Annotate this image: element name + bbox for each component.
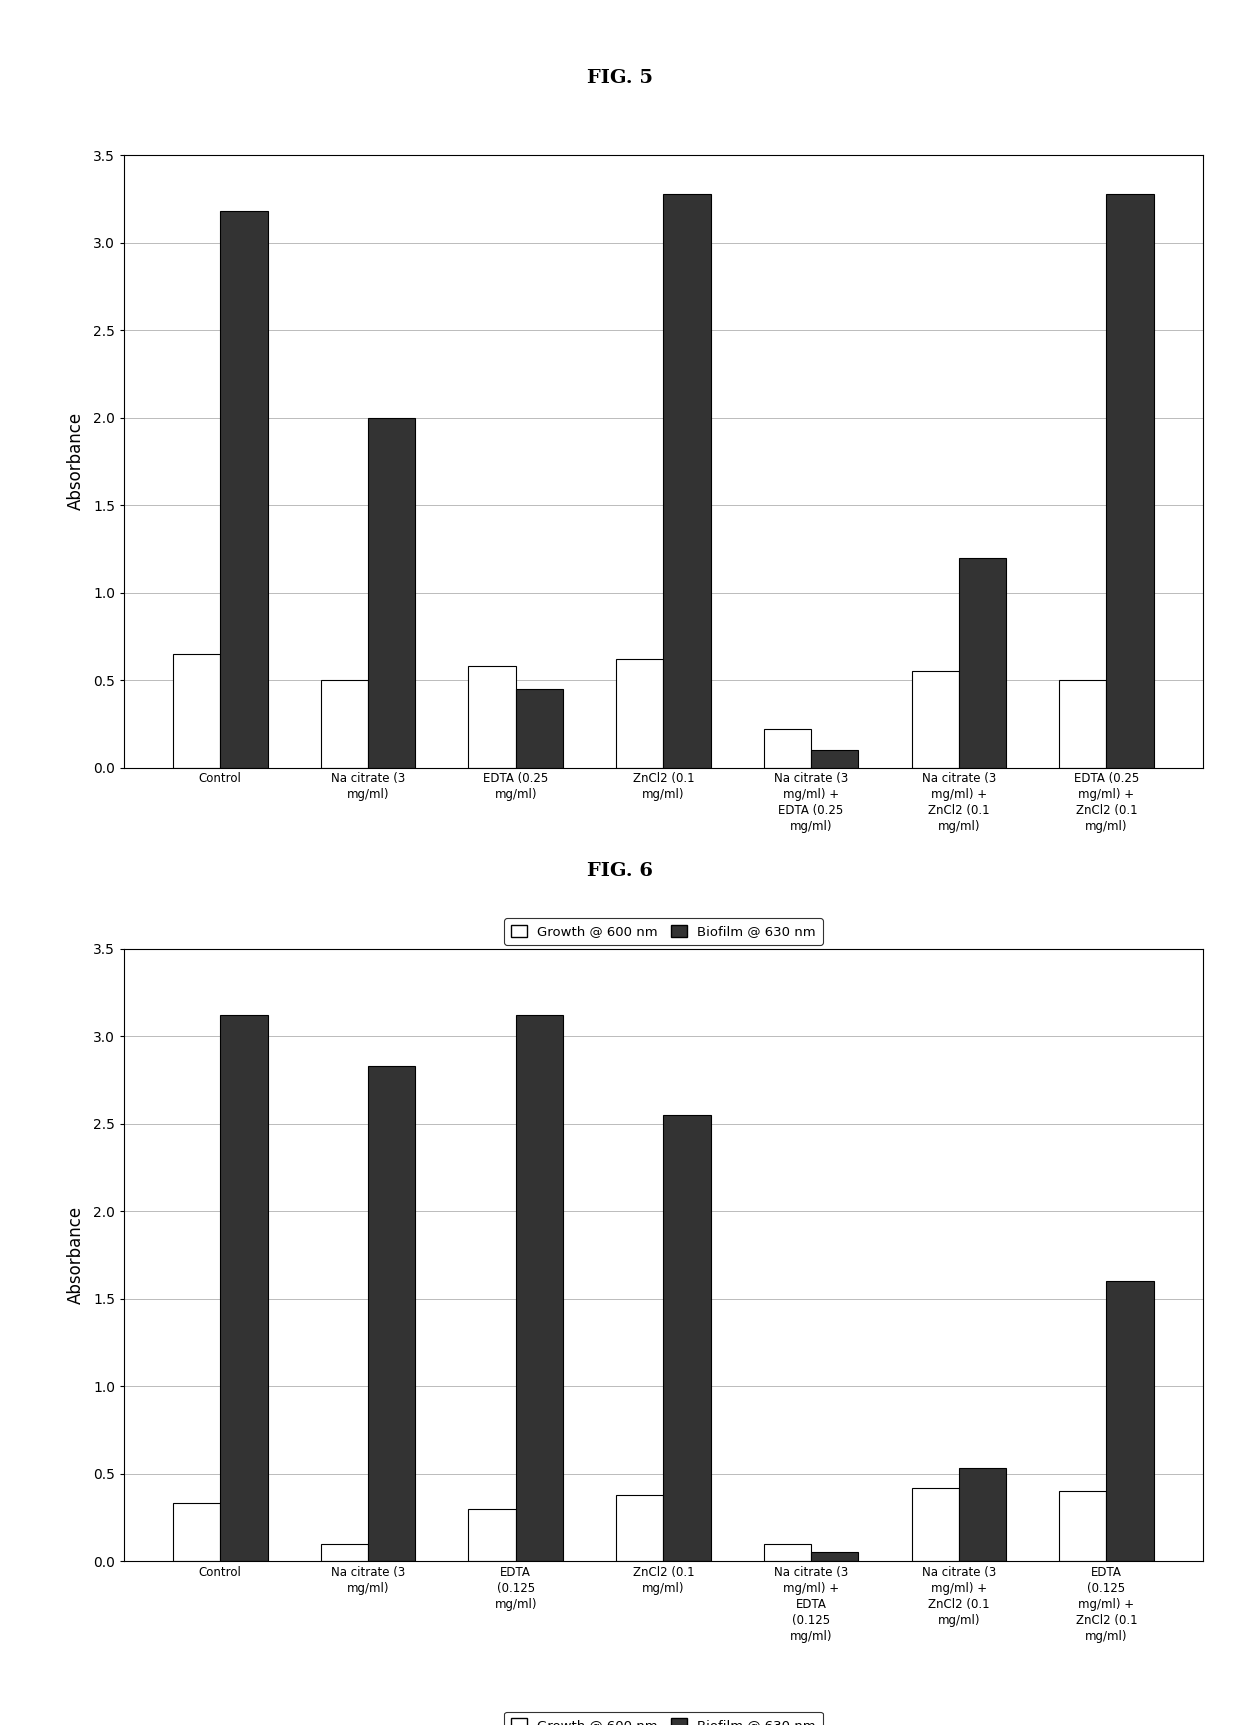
Bar xyxy=(321,680,368,768)
Bar xyxy=(616,659,663,768)
Bar xyxy=(911,671,959,768)
Legend: Growth @ 600 nm, Biofilm @ 630 nm: Growth @ 600 nm, Biofilm @ 630 nm xyxy=(505,918,822,945)
Bar xyxy=(764,1544,811,1561)
Bar xyxy=(663,193,711,768)
Bar xyxy=(616,1494,663,1561)
Bar xyxy=(368,1066,415,1561)
Bar xyxy=(469,666,516,768)
Bar xyxy=(368,417,415,768)
Bar xyxy=(221,1016,268,1561)
Bar xyxy=(469,1509,516,1561)
Bar xyxy=(1106,193,1153,768)
Legend: Growth @ 600 nm, Biofilm @ 630 nm: Growth @ 600 nm, Biofilm @ 630 nm xyxy=(505,1711,822,1725)
Bar xyxy=(959,1468,1006,1561)
Bar xyxy=(1059,1490,1106,1561)
Bar xyxy=(811,750,858,768)
Bar xyxy=(221,210,268,768)
Bar xyxy=(663,1114,711,1561)
Bar xyxy=(811,1552,858,1561)
Bar xyxy=(321,1544,368,1561)
Y-axis label: Absorbance: Absorbance xyxy=(67,1206,84,1304)
Text: FIG. 6: FIG. 6 xyxy=(587,862,653,880)
Text: FIG. 5: FIG. 5 xyxy=(587,69,653,86)
Bar xyxy=(959,557,1006,768)
Bar xyxy=(174,1504,221,1561)
Bar xyxy=(911,1487,959,1561)
Bar xyxy=(516,1016,563,1561)
Bar xyxy=(1059,680,1106,768)
Bar xyxy=(1106,1282,1153,1561)
Bar xyxy=(174,654,221,768)
Y-axis label: Absorbance: Absorbance xyxy=(67,412,84,511)
Bar xyxy=(764,730,811,768)
Bar xyxy=(516,688,563,768)
